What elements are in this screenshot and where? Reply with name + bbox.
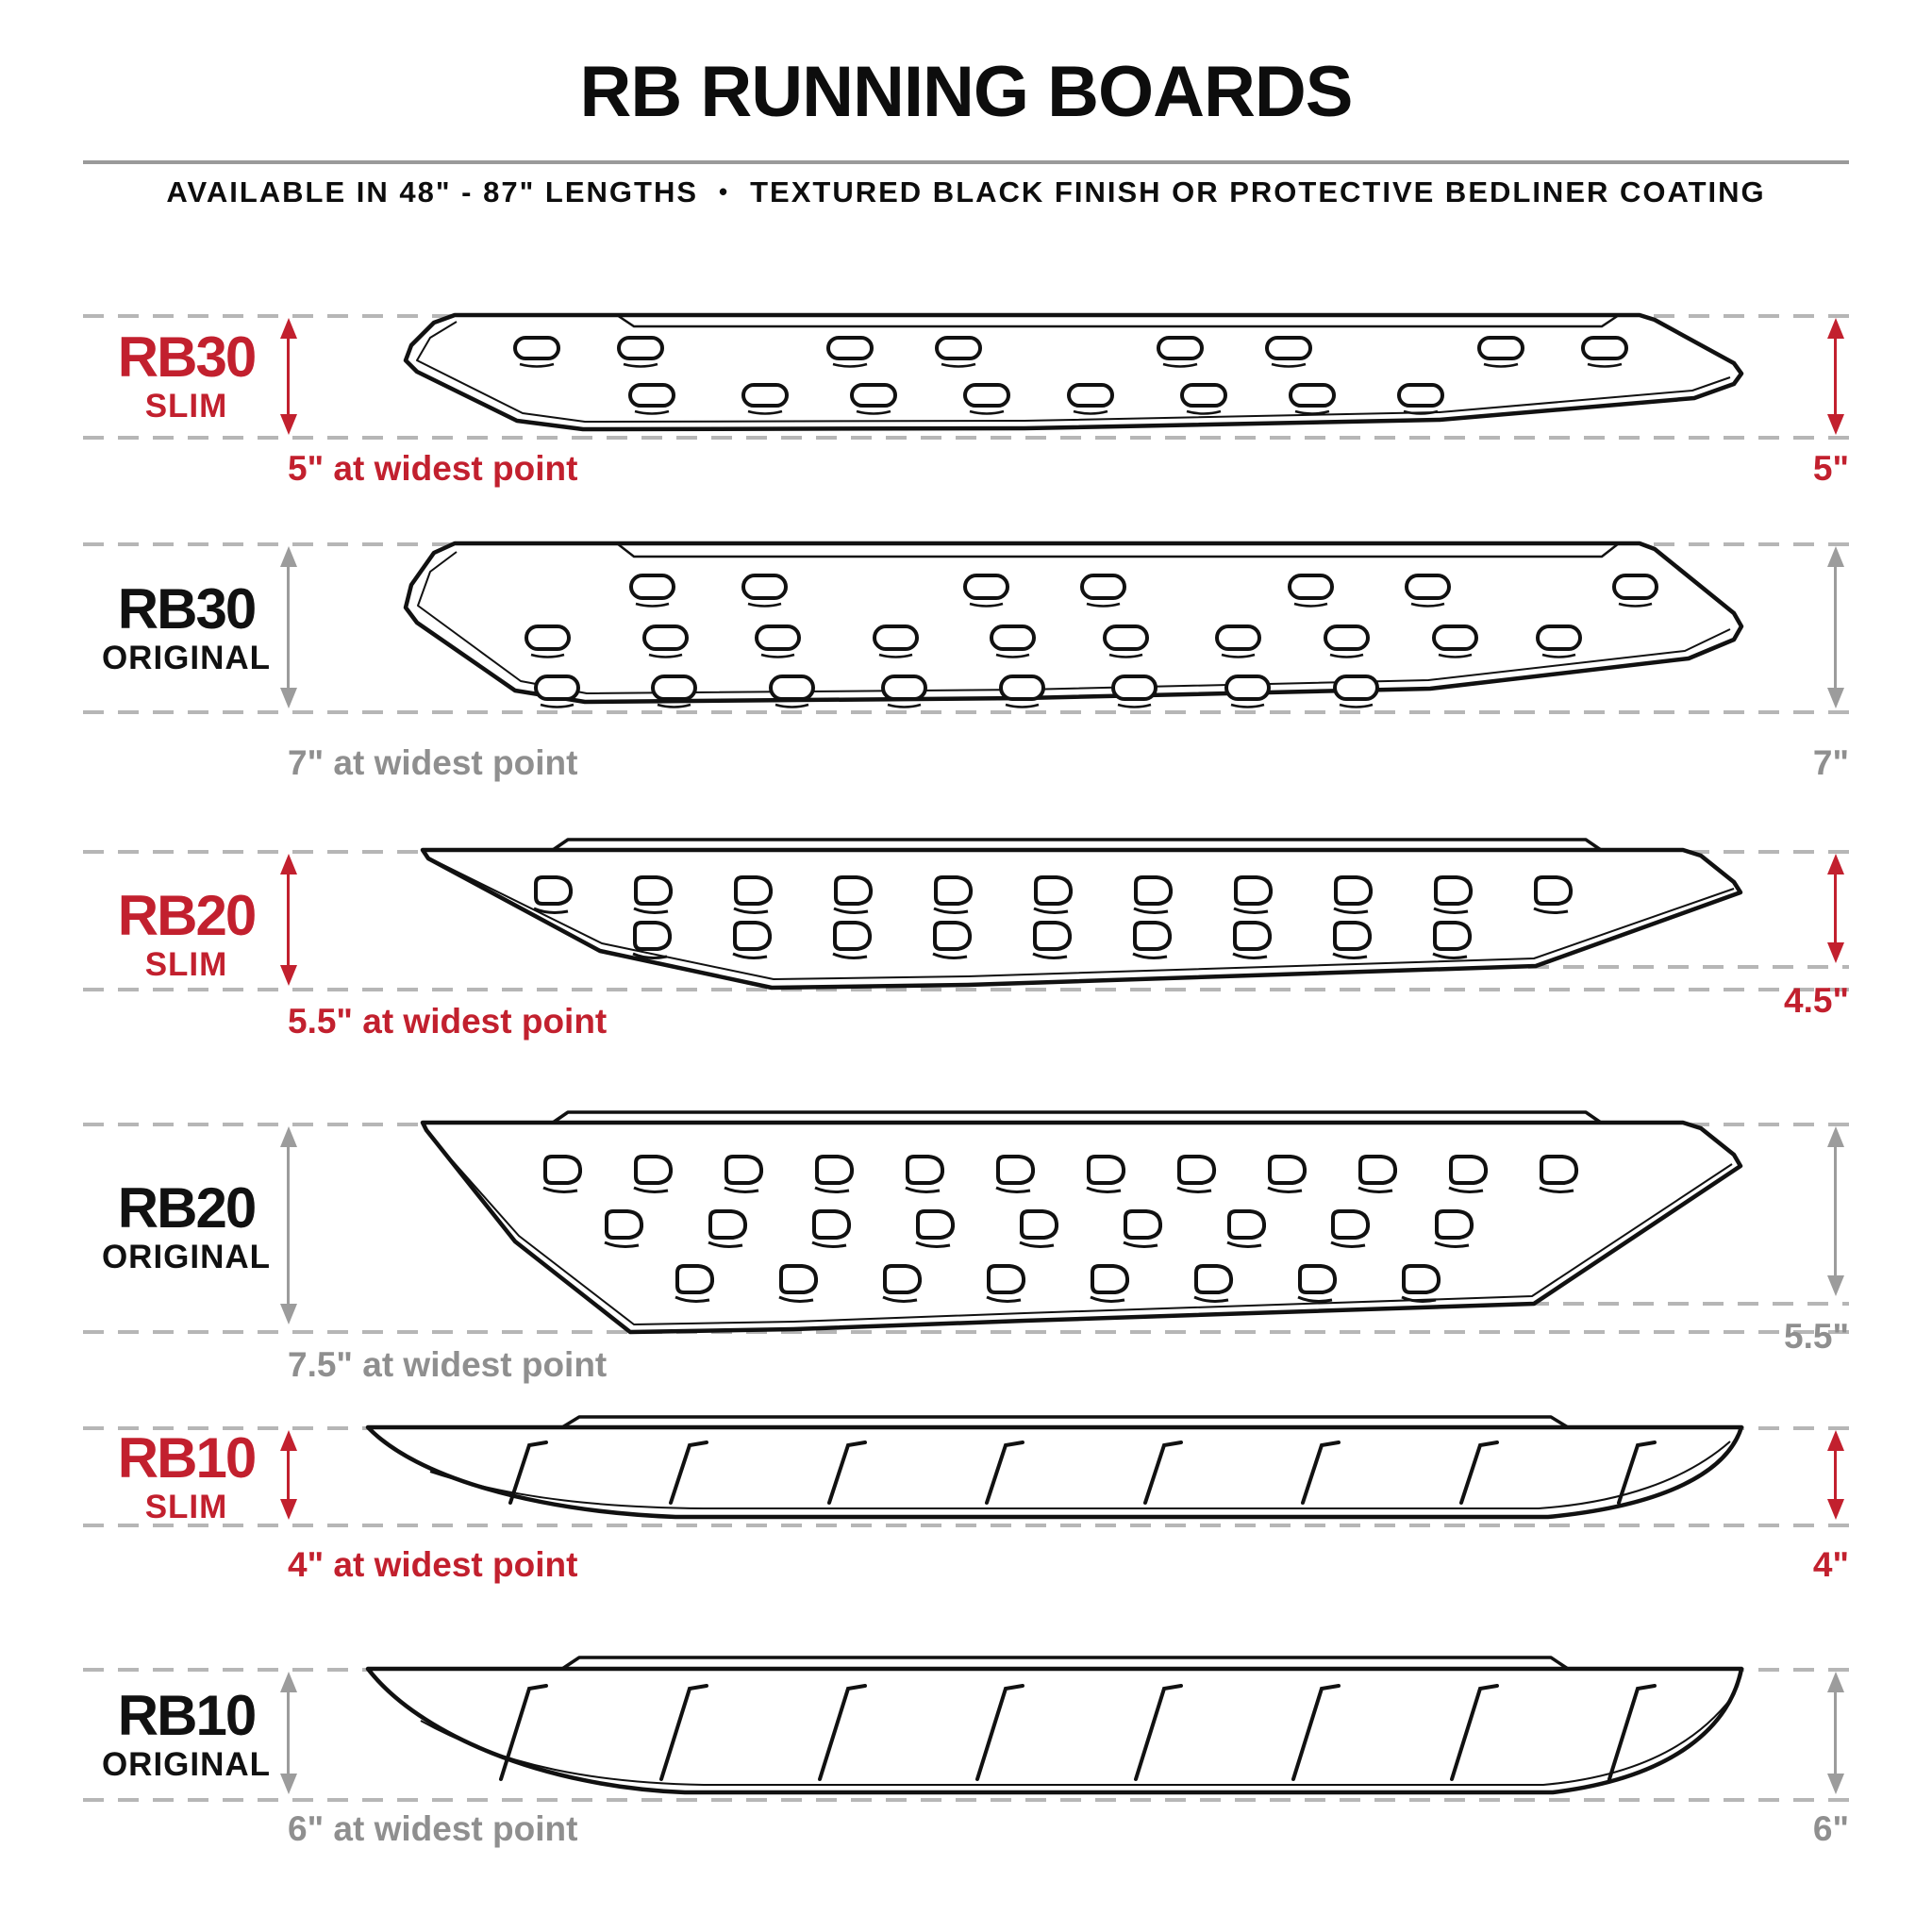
height-dim: 7" <box>1812 743 1849 782</box>
slot-row <box>675 1264 1441 1303</box>
guide-line-right <box>1528 1302 1849 1306</box>
slot-row <box>628 383 1444 415</box>
height-dim: 5.5" <box>1784 1317 1849 1356</box>
variant-name: SLIM <box>144 388 228 425</box>
slash-row <box>499 1684 1657 1781</box>
variant-name: ORIGINAL <box>101 1239 272 1276</box>
variant-name: SLIM <box>144 946 228 984</box>
bullet-separator-icon: • <box>719 177 730 206</box>
variant-name: SLIM <box>144 1489 228 1526</box>
slot-row <box>604 1209 1474 1248</box>
guide-line <box>83 436 1849 440</box>
slot-row <box>632 921 1473 959</box>
model-name: RB30 <box>117 577 257 641</box>
height-arrow <box>287 1126 290 1324</box>
slot-row <box>525 625 1582 658</box>
guide-line <box>83 1524 1849 1527</box>
board-drawing-rb30-slim <box>403 312 1744 432</box>
board-drawing-rb10-slim <box>365 1415 1744 1520</box>
height-arrow <box>287 1430 290 1520</box>
subtitle-lengths: AVAILABLE IN 48" - 87" LENGTHS <box>166 175 699 208</box>
width-note: 4" at widest point <box>288 1545 578 1584</box>
product-label: RB10 ORIGINAL <box>66 1687 307 1782</box>
product-label: RB20 SLIM <box>66 887 307 982</box>
height-arrow <box>287 318 290 435</box>
height-arrow <box>287 854 290 986</box>
board-drawing-rb20-slim <box>420 838 1743 991</box>
board-drawing-rb10-original <box>365 1656 1744 1795</box>
slot-row <box>513 336 1628 368</box>
guide-line <box>83 1330 1849 1334</box>
slash-row <box>508 1441 1657 1505</box>
guide-line-right <box>1528 965 1849 969</box>
subtitle: AVAILABLE IN 48" - 87" LENGTHS • TEXTURED … <box>0 175 1932 209</box>
width-note: 7" at widest point <box>288 743 578 782</box>
height-dim: 5" <box>1812 449 1849 488</box>
height-arrow <box>287 546 290 708</box>
width-note: 6" at widest point <box>288 1809 578 1848</box>
subtitle-finish: TEXTURED BLACK FINISH OR PROTECTIVE BEDL… <box>750 175 1766 208</box>
height-arrow <box>287 1672 290 1794</box>
guide-line <box>83 710 1849 714</box>
slot-row <box>542 1155 1579 1193</box>
product-label: RB30 ORIGINAL <box>66 580 307 675</box>
guide-line <box>83 1798 1849 1802</box>
model-name: RB30 <box>117 325 257 389</box>
width-note: 5" at widest point <box>288 449 578 488</box>
height-arrow <box>1834 318 1837 435</box>
height-arrow <box>1834 1126 1837 1296</box>
model-name: RB10 <box>117 1426 257 1490</box>
slot-row <box>533 875 1574 914</box>
page-title: RB RUNNING BOARDS <box>579 52 1354 132</box>
model-name: RB10 <box>117 1684 257 1747</box>
board-drawing-rb20-original <box>420 1110 1743 1335</box>
model-name: RB20 <box>117 884 257 947</box>
height-arrow <box>1834 546 1837 708</box>
model-name: RB20 <box>117 1176 257 1240</box>
height-dim: 4.5" <box>1784 981 1849 1020</box>
board-drawing-rb30-original <box>403 541 1744 708</box>
variant-name: ORIGINAL <box>101 1746 272 1784</box>
height-arrow <box>1834 1430 1837 1520</box>
slot-row <box>534 675 1379 708</box>
title-divider <box>83 160 1849 164</box>
height-arrow <box>1834 1672 1837 1794</box>
product-label: RB20 ORIGINAL <box>66 1179 307 1274</box>
height-dim: 6" <box>1812 1809 1849 1848</box>
height-arrow <box>1834 854 1837 963</box>
width-note: 5.5" at widest point <box>288 1002 608 1041</box>
guide-line <box>83 988 1849 991</box>
width-note: 7.5" at widest point <box>288 1345 608 1384</box>
product-label: RB30 SLIM <box>66 328 307 424</box>
height-dim: 4" <box>1812 1545 1849 1584</box>
variant-name: ORIGINAL <box>101 640 272 677</box>
product-label: RB10 SLIM <box>66 1429 307 1524</box>
slot-row <box>629 574 1658 608</box>
